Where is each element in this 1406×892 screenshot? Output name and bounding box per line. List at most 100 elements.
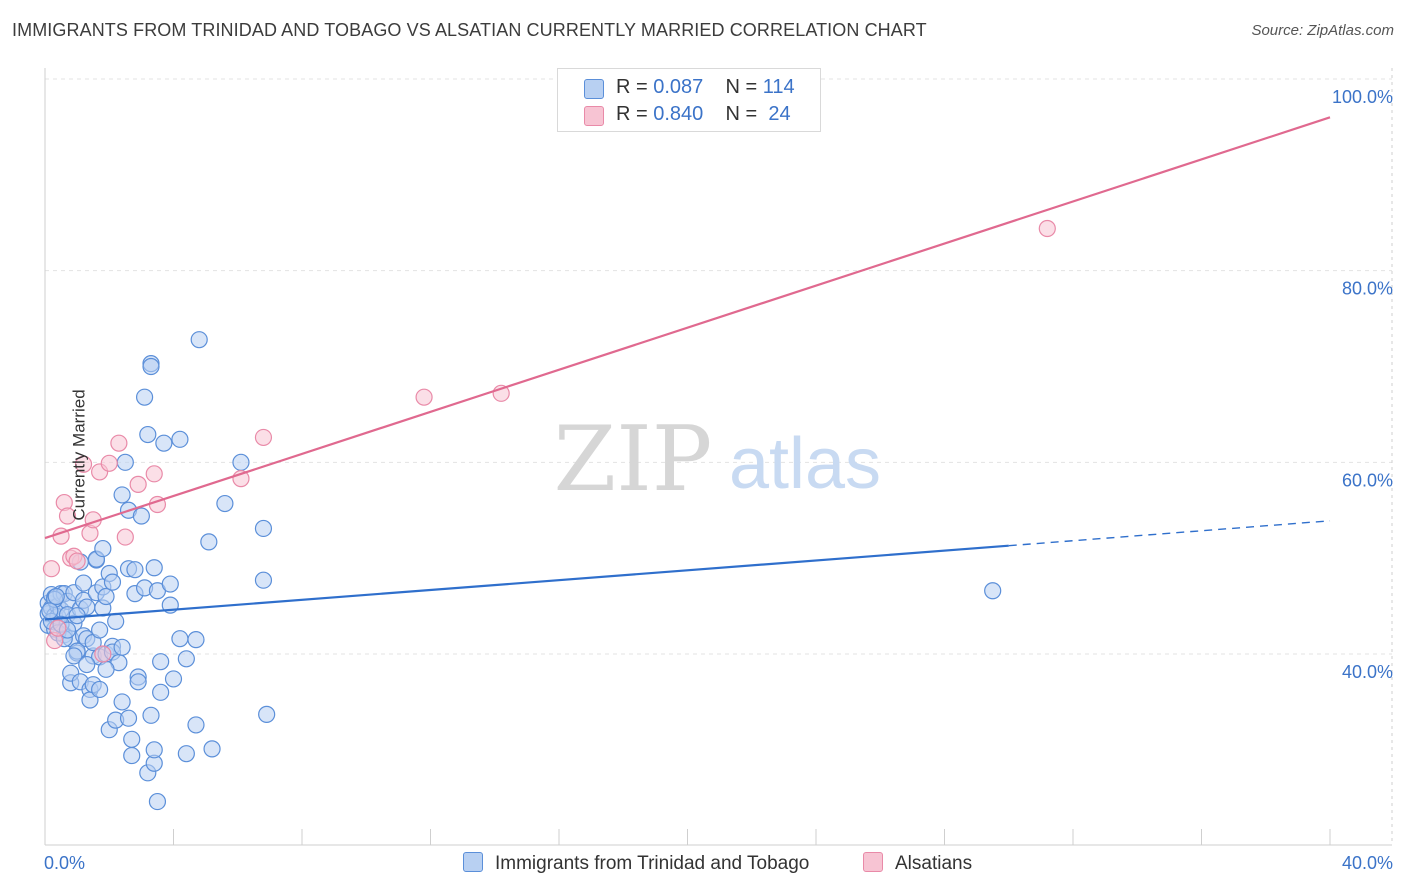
blue-point: [47, 587, 65, 606]
watermark: ZIP atlas: [554, 407, 881, 512]
blue-point: [177, 650, 195, 668]
axes: [44, 68, 1393, 846]
y-tick-label: 40.0%: [1342, 662, 1393, 682]
blue-point: [216, 494, 234, 513]
pink-point: [94, 645, 112, 663]
bottom-legend-pink: Alsatians: [863, 852, 972, 875]
legend-blue-n-label: N =: [725, 76, 758, 98]
legend-pink-n-value: 24: [768, 103, 791, 125]
blue-point: [142, 357, 160, 376]
legend-swatch-blue: [584, 79, 604, 99]
legend-blue-n-value: 114: [762, 76, 795, 98]
blue-point: [94, 539, 112, 558]
y-tick-label: 80.0%: [1342, 279, 1393, 299]
blue-point: [152, 653, 170, 671]
y-tick-label: 100.0%: [1332, 87, 1393, 107]
blue-point: [200, 533, 218, 551]
grid: [45, 78, 1392, 655]
bottom-legend-pink-label: Alsatians: [895, 853, 973, 874]
series-pink-points: [42, 219, 1056, 663]
blue-point: [258, 705, 276, 723]
pink-point: [129, 475, 147, 493]
legend-pink-r-label: R =: [616, 103, 648, 125]
blue-point: [78, 655, 96, 674]
blue-point: [97, 587, 115, 606]
legend-blue-r-label: R =: [616, 76, 648, 98]
blue-point: [41, 602, 59, 620]
bottom-legend-blue-label: Immigrants from Trinidad and Tobago: [495, 853, 810, 874]
source-label: Source: ZipAtlas.com: [1251, 22, 1394, 39]
pink-point: [254, 428, 273, 447]
blue-point: [123, 746, 141, 765]
pink-point: [116, 528, 134, 546]
blue-point: [129, 673, 147, 691]
blue-point: [113, 486, 131, 504]
watermark-zip: ZIP: [554, 407, 713, 512]
blue-point: [113, 693, 131, 711]
blue-point: [187, 631, 205, 649]
pink-point: [100, 454, 118, 472]
blue-trend-line: [44, 544, 1009, 621]
blue-point: [113, 638, 131, 656]
blue-point: [161, 575, 179, 593]
blue-point: [203, 740, 221, 758]
blue-point: [135, 388, 154, 406]
blue-point: [145, 559, 163, 577]
blue-trend-extension: [1008, 520, 1331, 547]
chart-title: IMMIGRANTS FROM TRINIDAD AND TOBAGO VS A…: [12, 20, 927, 40]
pink-point: [74, 455, 93, 473]
pink-point: [145, 465, 163, 483]
blue-point: [91, 680, 109, 699]
legend-swatch-pink: [584, 106, 604, 126]
blue-point: [171, 630, 189, 648]
blue-point: [164, 670, 183, 688]
trend-lines: [44, 116, 1331, 621]
x-tick-label: 0.0%: [44, 853, 85, 873]
pink-point: [110, 434, 128, 452]
blue-point: [116, 453, 134, 471]
tick-labels: 40.0% 60.0% 80.0% 100.0% 0.0% 40.0%: [44, 87, 1393, 873]
pink-point: [49, 619, 67, 637]
correlation-legend: R = 0.087 N = 114 R = 0.840 N = 24: [557, 68, 821, 132]
blue-point: [254, 571, 273, 589]
pink-point: [42, 560, 61, 578]
blue-point: [91, 621, 109, 639]
blue-point: [123, 730, 141, 748]
bottom-legend-blue: Immigrants from Trinidad and Tobago: [463, 852, 809, 875]
bottom-legend-swatch-blue: [463, 852, 483, 872]
blue-point: [119, 709, 138, 727]
x-tick-label: 40.0%: [1342, 853, 1393, 873]
blue-point: [155, 434, 173, 452]
pink-point: [68, 552, 86, 570]
blue-point: [103, 573, 122, 591]
legend-pink-r-value: 0.840: [653, 103, 704, 125]
blue-point: [139, 425, 157, 444]
blue-point: [65, 647, 83, 665]
series-blue-points: [39, 331, 1002, 811]
blue-point: [177, 745, 195, 763]
blue-point: [171, 430, 189, 448]
blue-point: [984, 582, 1002, 600]
blue-point: [97, 660, 115, 678]
blue-point: [74, 574, 93, 592]
blue-point: [232, 453, 250, 471]
pink-point: [58, 507, 77, 525]
blue-point: [152, 683, 170, 701]
blue-point: [254, 519, 273, 538]
blue-point: [145, 741, 163, 759]
legend-blue-r-value: 0.087: [653, 76, 704, 98]
pink-point: [1038, 219, 1056, 238]
blue-point: [142, 706, 160, 724]
blue-point: [132, 507, 150, 525]
watermark-atlas: atlas: [729, 424, 881, 504]
legend-pink-n-label: N =: [725, 103, 758, 125]
blue-point: [126, 561, 144, 579]
blue-point: [187, 716, 205, 734]
y-axis-label: Currently Married: [69, 389, 89, 521]
pink-point: [415, 388, 433, 406]
bottom-legend-swatch-pink: [863, 852, 883, 872]
blue-point: [107, 612, 125, 631]
pink-trend-line: [44, 116, 1331, 540]
y-tick-label: 60.0%: [1342, 470, 1393, 490]
